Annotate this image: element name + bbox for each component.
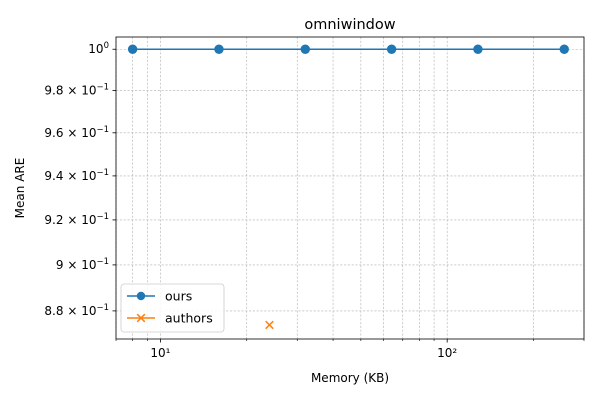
- y-tick-label: 9.8 × 10−1: [44, 83, 109, 98]
- legend: ours authors: [120, 283, 225, 333]
- data-point-ours: [214, 44, 224, 54]
- legend-marker: [136, 291, 146, 301]
- y-axis-label: Mean ARE: [13, 158, 27, 219]
- y-tick-label: 9.4 × 10−1: [44, 168, 109, 183]
- data-point-ours: [473, 44, 483, 54]
- y-tick-label: 9.2 × 10−1: [44, 212, 109, 227]
- legend-label: authors: [165, 311, 213, 326]
- data-point-ours: [127, 44, 138, 54]
- chart-title: omniwindow: [304, 17, 395, 33]
- legend-entry-ours: ours: [127, 289, 192, 304]
- data-point-authors: [265, 320, 274, 330]
- plot-frame: [115, 36, 585, 340]
- data-point-ours: [300, 44, 310, 54]
- y-tick-label: 100: [88, 41, 109, 56]
- ticks: 10¹ 10² 100 9.8 × 10−1 9.6 × 10−1 9.4 × 10−1 9…: [44, 41, 585, 360]
- x-tick-label: 10¹: [150, 346, 170, 360]
- data-point-ours: [386, 44, 397, 54]
- x-tick-label: 10²: [437, 346, 457, 360]
- y-tick-label: 9 × 10−1: [56, 257, 109, 272]
- x-axis-label: Memory (KB): [311, 371, 389, 385]
- legend-entry-authors: authors: [127, 311, 213, 326]
- legend-label: ours: [165, 289, 192, 304]
- y-tick-label: 8.8 × 10−1: [44, 303, 109, 318]
- series-layer: [127, 44, 569, 330]
- data-point-ours: [559, 44, 569, 54]
- y-tick-label: 9.6 × 10−1: [44, 125, 109, 140]
